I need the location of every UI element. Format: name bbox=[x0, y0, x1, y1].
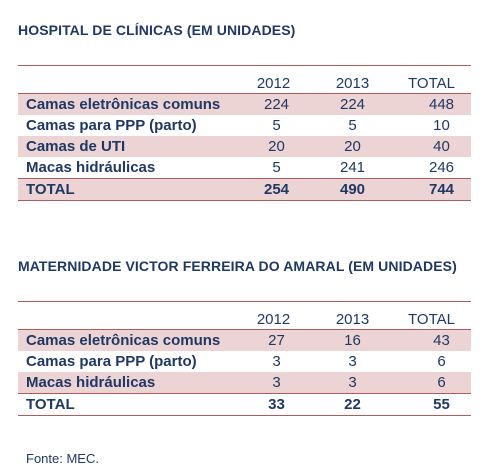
row-label: Macas hidráulicas bbox=[18, 372, 234, 394]
row-label: Camas de UTI bbox=[18, 136, 234, 157]
row-label: Camas eletrônicas comuns bbox=[18, 93, 234, 115]
maternidade-table: 2012 2013 TOTAL Camas eletrônicas comuns… bbox=[18, 301, 471, 416]
value-2013: 241 bbox=[339, 159, 366, 176]
table2-title: MATERNIDADE VICTOR FERREIRA DO AMARAL (E… bbox=[18, 258, 457, 274]
value-total: 40 bbox=[392, 136, 471, 157]
total-label: TOTAL bbox=[18, 393, 234, 416]
header-total: TOTAL bbox=[392, 301, 471, 330]
total-2013: 22 bbox=[313, 393, 392, 416]
header-2012: 2012 bbox=[234, 301, 313, 330]
value-total: 43 bbox=[392, 329, 471, 351]
table-header-row: 2012 2013 TOTAL bbox=[18, 65, 471, 94]
table-row: Camas eletrônicas comuns 224 224 448 bbox=[18, 93, 471, 115]
table-row: Camas de UTI 20 20 40 bbox=[18, 136, 471, 157]
row-label: Camas para PPP (parto) bbox=[26, 353, 197, 370]
header-2013: 2013 bbox=[313, 65, 392, 94]
value-2012: 27 bbox=[234, 329, 313, 351]
value-2012: 5 bbox=[272, 117, 281, 134]
value-2012: 3 bbox=[272, 353, 281, 370]
header-label-cell bbox=[18, 301, 234, 330]
value-total: 6 bbox=[392, 372, 471, 394]
value-2013: 16 bbox=[313, 329, 392, 351]
value-total: 6 bbox=[437, 353, 446, 370]
total-2012: 254 bbox=[234, 178, 313, 201]
table-row: Macas hidráulicas 5 241 246 bbox=[18, 157, 471, 179]
hospital-clinicas-table: 2012 2013 TOTAL Camas eletrônicas comuns… bbox=[18, 65, 471, 201]
value-2012: 224 bbox=[234, 93, 313, 115]
header-2013: 2013 bbox=[313, 301, 392, 330]
value-2013: 3 bbox=[348, 353, 357, 370]
value-total: 246 bbox=[428, 159, 455, 176]
row-label: Camas eletrônicas comuns bbox=[18, 329, 234, 351]
table-row: Macas hidráulicas 3 3 6 bbox=[18, 372, 471, 394]
total-total: 744 bbox=[392, 178, 471, 201]
table-row: Camas para PPP (parto) 3 3 6 bbox=[18, 351, 471, 372]
value-2012: 3 bbox=[234, 372, 313, 394]
total-row: TOTAL 33 22 55 bbox=[18, 393, 471, 416]
value-2012: 20 bbox=[234, 136, 313, 157]
table-header-row: 2012 2013 TOTAL bbox=[18, 301, 471, 330]
total-2012: 33 bbox=[234, 393, 313, 416]
header-label-cell bbox=[18, 65, 234, 94]
value-2013: 3 bbox=[313, 372, 392, 394]
header-total: TOTAL bbox=[392, 65, 471, 94]
value-2012: 5 bbox=[272, 159, 281, 176]
value-2013: 224 bbox=[313, 93, 392, 115]
value-2013: 5 bbox=[348, 117, 357, 134]
total-label: TOTAL bbox=[18, 178, 234, 201]
row-label: Macas hidráulicas bbox=[26, 159, 156, 176]
table-row: Camas eletrônicas comuns 27 16 43 bbox=[18, 329, 471, 351]
value-2013: 20 bbox=[313, 136, 392, 157]
header-2012: 2012 bbox=[234, 65, 313, 94]
total-total: 55 bbox=[392, 393, 471, 416]
table1-title: HOSPITAL DE CLÍNICAS (EM UNIDADES) bbox=[18, 22, 296, 38]
table-row: Camas para PPP (parto) 5 5 10 bbox=[18, 115, 471, 136]
source-note: Fonte: MEC. bbox=[26, 451, 99, 466]
total-2013: 490 bbox=[313, 178, 392, 201]
value-total: 10 bbox=[433, 117, 450, 134]
row-label: Camas para PPP (parto) bbox=[26, 117, 197, 134]
value-total: 448 bbox=[392, 93, 471, 115]
total-row: TOTAL 254 490 744 bbox=[18, 178, 471, 201]
